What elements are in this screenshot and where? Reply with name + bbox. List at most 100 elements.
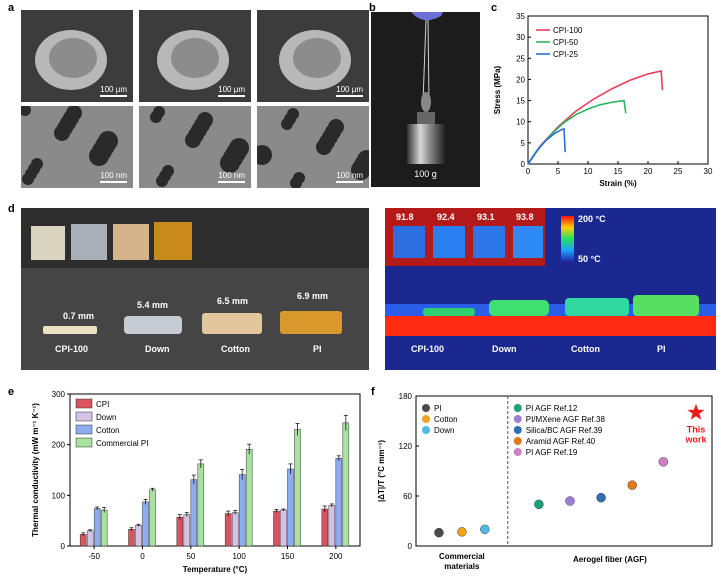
panel-c-label: c xyxy=(491,2,498,14)
thermal-sample-name: CPI-100 xyxy=(411,344,445,354)
legend-swatch xyxy=(75,398,93,409)
y-tick-label: 20 xyxy=(516,75,525,84)
legend-label: Cotton xyxy=(434,415,458,424)
thermal-reading: 92.4 xyxy=(437,212,455,222)
scale-bar-label: 100 μm xyxy=(100,85,127,94)
this-work-label: This xyxy=(687,425,706,435)
x-tick-label: 30 xyxy=(704,167,713,176)
panel-f-label: f xyxy=(371,386,375,398)
weight-lifting-photo: 100 g xyxy=(371,12,480,187)
bar-commercial-pi xyxy=(294,429,301,547)
sem-image: 100 μm xyxy=(139,10,251,102)
data-point xyxy=(457,527,467,537)
y-axis-title: |ΔT|/T (°C mm⁻¹) xyxy=(377,440,386,502)
thermal-conductivity-chart: 0 100 200 300 -50 0 50 100 150 200 Temperature (°C… xyxy=(31,390,361,574)
stress-strain-chart: 0 5 10 15 20 25 30 0 5 10 15 20 25 30 35 Strain (%) Stre… xyxy=(493,12,713,188)
legend-label: Cotton xyxy=(96,426,120,435)
x-tick-label: 15 xyxy=(614,167,623,176)
y-tick-label: 15 xyxy=(516,97,525,106)
samples-photo: 0.7 mm 5.4 mm 6.5 mm 6.9 mm CPI-100 Down Cott… xyxy=(21,208,369,370)
series-line-cpi-25 xyxy=(527,127,566,165)
fiber-core xyxy=(171,38,219,78)
y-axis-title: Thermal conductivity (mW m⁻¹ K⁻¹) xyxy=(31,403,40,537)
thermal-reading: 93.8 xyxy=(516,212,534,222)
bar-cotton xyxy=(93,508,101,547)
colorbar-max-label: 200 °C xyxy=(578,214,606,224)
x-tick-label: -50 xyxy=(88,552,100,561)
y-tick-label: 10 xyxy=(516,118,525,127)
aerogel-pore xyxy=(21,106,31,116)
weight-label: 100 g xyxy=(414,169,437,179)
legend-label: CPI-25 xyxy=(553,50,578,59)
aerogel-pore xyxy=(31,158,43,170)
legend-label: Aramid AGF Ref.40 xyxy=(526,437,596,446)
scale-bar-line xyxy=(218,181,245,183)
bar-commercial-pi xyxy=(245,448,253,547)
thermal-reading: 93.1 xyxy=(477,212,495,222)
data-point xyxy=(596,492,606,503)
legend-label: PI AGF Ref.12 xyxy=(526,404,578,413)
legend-label: Silica/BC AGF Ref.39 xyxy=(526,426,603,435)
y-tick-label: 200 xyxy=(52,441,66,450)
y-tick-label: 120 xyxy=(399,442,413,451)
y-tick-label: 0 xyxy=(61,542,66,551)
legend-swatch xyxy=(75,411,93,422)
legend-label: Down xyxy=(96,413,116,422)
legend-label: PI AGF Ref.19 xyxy=(526,448,578,457)
data-point xyxy=(480,524,490,535)
y-tick-label: 30 xyxy=(516,33,525,42)
aerogel-pore xyxy=(197,112,213,128)
y-axis-title: Stress (MPa) xyxy=(493,65,502,114)
scale-bar: 100 μm xyxy=(100,85,127,97)
fiber-core xyxy=(293,38,341,78)
sem-image: 100 μm xyxy=(257,10,369,102)
bar-commercial-pi xyxy=(342,422,350,547)
aerogel-pore xyxy=(328,119,344,135)
legend-marker xyxy=(513,404,522,412)
legend-marker xyxy=(422,415,430,423)
sample-name-label: Down xyxy=(145,344,170,354)
thickness-label: 6.9 mm xyxy=(297,291,329,301)
bar-down xyxy=(86,530,94,547)
sem-image: 100 nm xyxy=(257,106,369,188)
bar-cotton xyxy=(238,474,246,547)
bar-commercial-pi xyxy=(149,489,156,547)
x-tick-label: 0 xyxy=(140,552,145,561)
colorbar-min-label: 50 °C xyxy=(578,254,601,264)
panel-b-label: b xyxy=(369,2,376,14)
thermal-sample-name: Cotton xyxy=(571,344,600,354)
bar-cotton xyxy=(142,501,149,547)
scale-bar-line xyxy=(100,95,127,97)
sample-name-label: CPI-100 xyxy=(55,344,89,354)
legend-label: CPI xyxy=(96,400,109,409)
y-tick-label: 25 xyxy=(516,54,525,63)
legend-label: Down xyxy=(434,426,454,435)
scale-bar: 100 nm xyxy=(336,171,363,183)
sample-name-label: PI xyxy=(313,344,322,354)
x-tick-label: 20 xyxy=(644,167,653,176)
scale-bar: 100 nm xyxy=(100,171,127,183)
x-axis-title: Strain (%) xyxy=(599,179,637,188)
y-tick-label: 180 xyxy=(399,392,413,401)
group-label-commercial-2: materials xyxy=(444,562,480,571)
thickness-label: 6.5 mm xyxy=(217,296,249,306)
temperature-difference-chart: 0 60 120 180 |ΔT|/T (°C mm⁻¹) Commercialmater… xyxy=(377,392,713,571)
this-work-star xyxy=(687,403,705,420)
bar-down xyxy=(280,509,287,547)
y-tick-label: 0 xyxy=(408,542,413,551)
legend-marker xyxy=(422,426,430,434)
thickness-label: 0.7 mm xyxy=(63,311,95,321)
legend-marker xyxy=(513,437,522,445)
thermal-reading: 91.8 xyxy=(396,212,414,222)
bar-cpi xyxy=(128,529,135,547)
y-tick-label: 300 xyxy=(52,390,66,399)
panel-d-label: d xyxy=(8,203,15,215)
legend-marker xyxy=(422,404,430,412)
thermal-sample-name: PI xyxy=(657,344,666,354)
scale-bar-line xyxy=(100,181,127,183)
x-tick-label: 100 xyxy=(232,552,246,561)
aerogel-pore xyxy=(293,172,305,184)
plot-frame xyxy=(69,393,361,547)
legend-marker xyxy=(513,415,522,423)
aerogel-pore xyxy=(162,165,174,177)
